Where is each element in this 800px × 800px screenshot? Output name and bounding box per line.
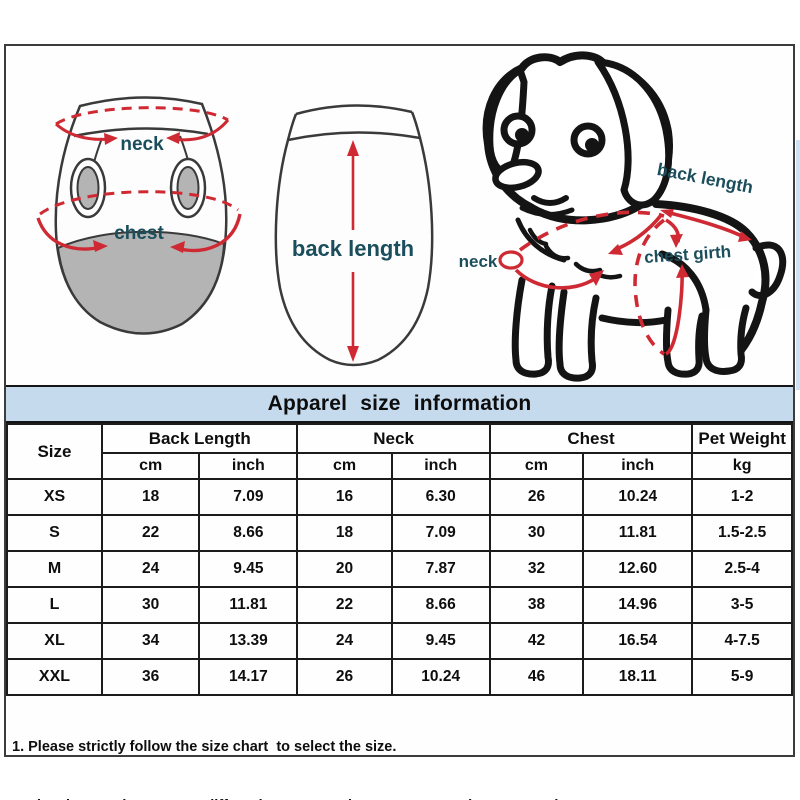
value-cell: 5-9 bbox=[691, 658, 793, 696]
value-cell: 3-5 bbox=[691, 586, 793, 624]
col-header-neck: Neck bbox=[296, 423, 491, 454]
size-cell: XL bbox=[6, 622, 103, 660]
chest-measure-ellipse bbox=[36, 190, 242, 253]
note-line-1: 1. Please strictly follow the size chart… bbox=[12, 739, 397, 755]
value-cell: 11.81 bbox=[582, 514, 694, 552]
value-cell: 26 bbox=[296, 658, 393, 696]
size-table: Size Back Length Neck Chest Pet Weight c… bbox=[6, 423, 793, 696]
value-cell: 36 bbox=[100, 658, 201, 696]
value-cell: 26 bbox=[488, 478, 585, 516]
value-cell: 34 bbox=[100, 622, 201, 660]
col-header-chest: Chest bbox=[488, 423, 694, 454]
value-cell: 8.66 bbox=[390, 586, 491, 624]
value-cell: 14.17 bbox=[198, 658, 299, 696]
value-cell: 2.5-4 bbox=[691, 550, 793, 588]
value-cell: 12.60 bbox=[582, 550, 694, 588]
table-row: L 30 11.81 22 8.66 38 14.96 3-5 bbox=[6, 586, 793, 624]
dog-back-length-label: back length bbox=[656, 159, 755, 197]
garment-front-view-illustration: neck chest bbox=[36, 96, 242, 335]
belly-panel bbox=[56, 230, 226, 335]
note-line-2: 2. The size may have 1-3cm differs due t… bbox=[12, 797, 793, 800]
col-header-back-length: Back Length bbox=[100, 423, 299, 454]
value-cell: 7.09 bbox=[198, 478, 299, 516]
value-cell: 16 bbox=[296, 478, 393, 516]
value-cell: 8.66 bbox=[198, 514, 299, 552]
collar-band bbox=[73, 127, 209, 138]
value-cell: 18 bbox=[296, 514, 393, 552]
value-cell: 18.11 bbox=[582, 658, 694, 696]
neck-measure-ellipse bbox=[54, 106, 230, 145]
unit-header: cm bbox=[100, 452, 201, 480]
value-cell: 10.24 bbox=[390, 658, 491, 696]
value-cell: 4-7.5 bbox=[691, 622, 793, 660]
right-edge-artifact bbox=[796, 140, 800, 390]
back-length-label: back length bbox=[292, 236, 414, 261]
dog-measure-annotations bbox=[498, 209, 752, 356]
table-title: Apparel size information bbox=[267, 392, 532, 415]
size-cell: L bbox=[6, 586, 103, 624]
size-cell: XXL bbox=[6, 658, 103, 696]
value-cell: 38 bbox=[488, 586, 585, 624]
unit-header: inch bbox=[198, 452, 299, 480]
size-cell: S bbox=[6, 514, 103, 552]
back-length-arrow bbox=[347, 140, 359, 362]
value-cell: 24 bbox=[296, 622, 393, 660]
table-row: XL 34 13.39 24 9.45 42 16.54 4-7.5 bbox=[6, 622, 793, 660]
dog-illustration: back length neck chest girth bbox=[459, 51, 787, 382]
value-cell: 7.09 bbox=[390, 514, 491, 552]
value-cell: 1-2 bbox=[691, 478, 793, 516]
col-header-size: Size bbox=[6, 423, 103, 480]
value-cell: 32 bbox=[488, 550, 585, 588]
table-row: XS 18 7.09 16 6.30 26 10.24 1-2 bbox=[6, 478, 793, 516]
table-row: S 22 8.66 18 7.09 30 11.81 1.5-2.5 bbox=[6, 514, 793, 552]
value-cell: 10.24 bbox=[582, 478, 694, 516]
value-cell: 22 bbox=[100, 514, 201, 552]
unit-header: cm bbox=[296, 452, 393, 480]
value-cell: 46 bbox=[488, 658, 585, 696]
value-cell: 42 bbox=[488, 622, 585, 660]
table-title-bar: Apparel size information bbox=[6, 385, 793, 423]
value-cell: 9.45 bbox=[198, 550, 299, 588]
value-cell: 20 bbox=[296, 550, 393, 588]
dog-line-art bbox=[482, 51, 787, 382]
value-cell: 9.45 bbox=[390, 622, 491, 660]
size-cell: M bbox=[6, 550, 103, 588]
value-cell: 16.54 bbox=[582, 622, 694, 660]
collar-top bbox=[295, 104, 413, 116]
col-header-pet-weight: Pet Weight bbox=[691, 423, 793, 454]
size-cell: XS bbox=[6, 478, 103, 516]
value-cell: 24 bbox=[100, 550, 201, 588]
value-cell: 30 bbox=[488, 514, 585, 552]
front-chest-label: chest bbox=[114, 223, 164, 244]
value-cell: 6.30 bbox=[390, 478, 491, 516]
value-cell: 30 bbox=[100, 586, 201, 624]
dog-neck-label: neck bbox=[459, 252, 498, 271]
value-cell: 13.39 bbox=[198, 622, 299, 660]
dog-chest-girth-label: chest girth bbox=[644, 242, 732, 267]
table-row: XXL 36 14.17 26 10.24 46 18.11 5-9 bbox=[6, 658, 793, 696]
front-neck-label: neck bbox=[120, 134, 164, 155]
value-cell: 7.87 bbox=[390, 550, 491, 588]
unit-header: kg bbox=[691, 452, 793, 480]
table-row: M 24 9.45 20 7.87 32 12.60 2.5-4 bbox=[6, 550, 793, 588]
value-cell: 22 bbox=[296, 586, 393, 624]
content-frame: neck chest bbox=[4, 44, 795, 800]
value-cell: 18 bbox=[100, 478, 201, 516]
unit-header: inch bbox=[390, 452, 491, 480]
unit-header: cm bbox=[488, 452, 585, 480]
value-cell: 1.5-2.5 bbox=[691, 514, 793, 552]
notes-section: 1. Please strictly follow the size chart… bbox=[6, 696, 793, 800]
garment-back-view-illustration: back length bbox=[274, 104, 434, 367]
measurement-diagrams: neck chest bbox=[6, 46, 793, 385]
unit-header: inch bbox=[582, 452, 694, 480]
value-cell: 14.96 bbox=[582, 586, 694, 624]
value-cell: 11.81 bbox=[198, 586, 299, 624]
